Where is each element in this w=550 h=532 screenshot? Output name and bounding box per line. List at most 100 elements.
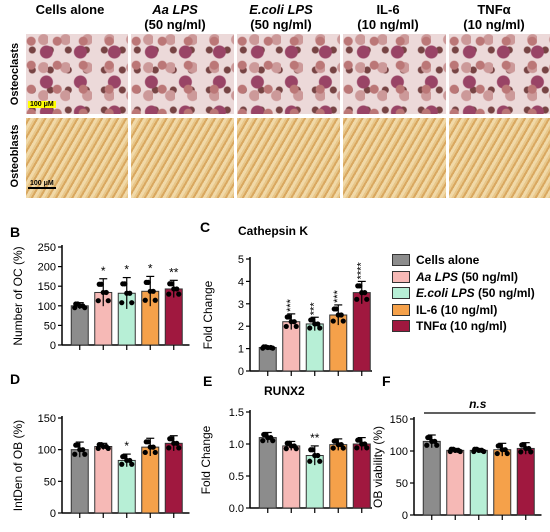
legend-swatch bbox=[392, 287, 410, 300]
panel-letter-d: D bbox=[10, 371, 21, 387]
y-tick-label: 100 bbox=[38, 445, 56, 457]
data-point bbox=[284, 314, 290, 320]
data-point bbox=[335, 312, 341, 318]
y-tick-label: 1 bbox=[238, 344, 244, 356]
legend-swatch bbox=[392, 254, 410, 267]
data-point bbox=[124, 290, 130, 296]
data-point bbox=[129, 300, 135, 306]
bar bbox=[329, 444, 348, 509]
data-point bbox=[307, 325, 313, 331]
data-point bbox=[308, 317, 314, 323]
y-tick-label: 100 bbox=[38, 301, 56, 313]
y-tick-label: 4 bbox=[238, 276, 244, 288]
data-point bbox=[317, 325, 323, 331]
y-tick-label: 50 bbox=[44, 320, 56, 332]
data-point bbox=[100, 443, 106, 450]
data-point bbox=[261, 344, 267, 350]
data-point bbox=[73, 301, 79, 307]
chart-title-c: Cathepsin K bbox=[238, 224, 309, 238]
data-point bbox=[100, 289, 106, 296]
data-point bbox=[124, 457, 130, 464]
data-point bbox=[312, 321, 318, 327]
data-point bbox=[119, 300, 125, 306]
bar bbox=[94, 446, 113, 514]
micrograph-ob-2 bbox=[237, 118, 340, 198]
data-point bbox=[518, 449, 524, 455]
data-point bbox=[143, 439, 149, 445]
data-point bbox=[120, 281, 126, 287]
y-tick-label: 150 bbox=[38, 413, 56, 425]
data-point bbox=[288, 319, 294, 325]
significance-label: * bbox=[101, 264, 106, 278]
data-point bbox=[167, 281, 173, 287]
data-point bbox=[293, 446, 299, 452]
data-point bbox=[77, 303, 83, 309]
col-label-0: Cells alone bbox=[35, 2, 105, 17]
y-tick-label: 150 bbox=[38, 281, 56, 293]
y-tick-label: 0 bbox=[238, 366, 244, 378]
panel-letter-b: B bbox=[10, 224, 21, 240]
data-point bbox=[119, 461, 125, 467]
data-point bbox=[308, 447, 314, 453]
data-point bbox=[96, 442, 102, 448]
data-point bbox=[434, 442, 440, 448]
data-point bbox=[424, 442, 430, 448]
chart-f: 0 50 100 150 OB viability (%) n.s bbox=[372, 397, 542, 522]
data-point bbox=[288, 443, 294, 449]
y-tick-label: 250 bbox=[38, 242, 56, 254]
data-point bbox=[176, 445, 182, 451]
data-point bbox=[425, 434, 431, 441]
data-point bbox=[495, 443, 501, 449]
bar bbox=[516, 447, 535, 516]
legend-item-0: Cells alone bbox=[392, 252, 535, 269]
data-point bbox=[176, 291, 182, 297]
data-point bbox=[129, 461, 135, 467]
data-point bbox=[152, 449, 158, 456]
col-label-1: Aa LPS (50 ng/ml) bbox=[144, 2, 206, 32]
data-point bbox=[331, 306, 337, 312]
data-point bbox=[448, 446, 454, 452]
y-axis-label: Number of OC (%) bbox=[11, 246, 25, 345]
data-point bbox=[355, 437, 361, 443]
data-point bbox=[476, 447, 482, 453]
y-axis-label: OB viability (%) bbox=[372, 426, 385, 508]
chart-e: 0.0 0.5 1.0 1.5 Fold Change ** bbox=[199, 407, 372, 515]
bar bbox=[70, 449, 89, 514]
data-point bbox=[270, 345, 276, 351]
data-point bbox=[335, 442, 341, 448]
micrograph-oc-0: 100 μM bbox=[26, 34, 128, 114]
data-point bbox=[330, 445, 336, 451]
data-point bbox=[82, 305, 88, 311]
bar bbox=[258, 437, 277, 509]
bar bbox=[446, 449, 465, 516]
significance-label: * bbox=[124, 263, 129, 277]
y-tick-label: 50 bbox=[44, 476, 56, 488]
data-point bbox=[265, 435, 271, 441]
legend-swatch bbox=[392, 320, 410, 333]
micrograph-ob-1 bbox=[131, 118, 234, 198]
y-tick-label: 150 bbox=[390, 414, 408, 426]
data-point bbox=[82, 451, 88, 457]
legend-item-1: Aa LPS (50 ng/ml) bbox=[392, 269, 535, 286]
data-point bbox=[481, 448, 487, 455]
scale-bar-oc: 100 μM bbox=[28, 101, 56, 108]
data-point bbox=[519, 442, 525, 448]
data-point bbox=[452, 447, 458, 453]
bar bbox=[352, 292, 371, 372]
legend-swatch bbox=[392, 270, 410, 283]
data-point bbox=[166, 291, 172, 297]
data-point bbox=[429, 438, 435, 444]
data-point bbox=[120, 454, 126, 460]
legend-swatch bbox=[392, 303, 410, 316]
data-point bbox=[359, 290, 365, 296]
col-label-4: TNFα (10 ng/ml) bbox=[463, 2, 525, 32]
data-point bbox=[283, 323, 289, 330]
significance-label: ** bbox=[310, 431, 320, 445]
y-tick-label: 3 bbox=[238, 299, 244, 311]
y-tick-label: 0.0 bbox=[229, 503, 244, 515]
y-tick-label: 0 bbox=[50, 508, 56, 520]
data-point bbox=[293, 323, 299, 330]
bar bbox=[422, 440, 441, 516]
